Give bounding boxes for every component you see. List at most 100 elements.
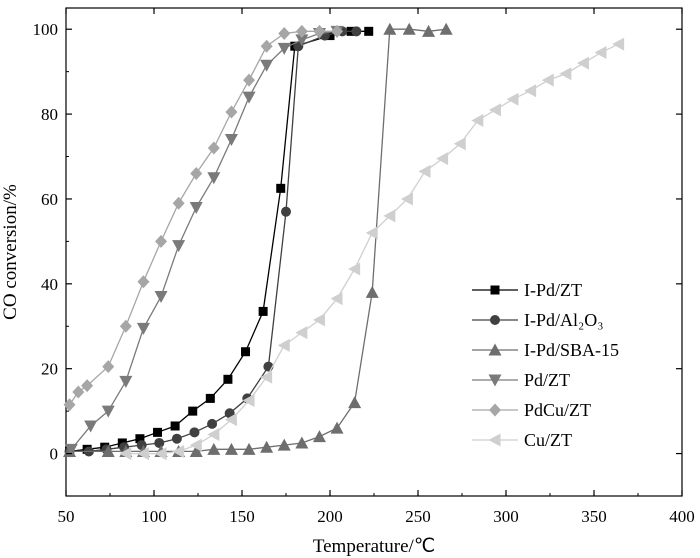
data-point: [63, 398, 76, 412]
plot-frame: [65, 7, 683, 497]
x-tick-label: 350: [581, 507, 607, 526]
data-point: [136, 447, 149, 461]
legend-marker: [488, 433, 501, 447]
data-point: [207, 427, 220, 441]
data-point: [136, 322, 150, 335]
legend-marker: [490, 285, 500, 295]
data-point: [171, 433, 182, 444]
x-tick-label: 150: [229, 507, 255, 526]
series-line: [125, 43, 619, 455]
data-point: [594, 46, 607, 60]
data-point: [101, 405, 115, 418]
data-point: [400, 192, 413, 206]
data-point: [348, 262, 361, 276]
legend-marker: [489, 403, 501, 417]
y-tick-label: 0: [50, 445, 59, 464]
series-line: [69, 30, 357, 453]
data-point: [224, 413, 237, 427]
series-2: [63, 22, 453, 457]
data-point: [506, 92, 519, 106]
data-point: [224, 442, 238, 455]
data-point: [260, 440, 274, 453]
data-point: [260, 59, 274, 72]
data-point: [541, 73, 554, 87]
data-point: [207, 442, 221, 455]
data-point: [154, 291, 168, 304]
data-point: [312, 430, 326, 443]
x-tick-label: 400: [669, 507, 695, 526]
data-point: [64, 443, 78, 456]
data-point: [576, 56, 589, 70]
data-point: [119, 375, 133, 388]
data-point: [325, 31, 335, 41]
series-0: [65, 26, 374, 456]
x-tick-label: 200: [317, 507, 343, 526]
y-tick-label: 100: [33, 20, 59, 39]
data-point: [260, 39, 273, 53]
legend: I-Pd/ZT I-Pd/Al₂O₃ I-Pd/SBA-15 Pd/ZT PdCu/ZT…: [472, 280, 619, 450]
data-point: [207, 141, 220, 155]
data-point: [312, 313, 325, 327]
y-tick-label: 60: [41, 190, 58, 209]
data-point: [471, 113, 484, 127]
data-point: [119, 319, 132, 333]
series-layer: [63, 22, 625, 461]
data-point: [559, 67, 572, 81]
data-point: [612, 37, 625, 51]
y-axis-title: CO conversion/%: [0, 184, 21, 320]
x-tick-label: 250: [405, 507, 431, 526]
data-point: [418, 164, 431, 178]
data-point: [295, 34, 309, 47]
legend-label: I-Pd/Al₂O₃: [524, 310, 604, 330]
legend-label: I-Pd/ZT: [524, 280, 582, 300]
data-point: [276, 183, 286, 193]
data-point: [330, 292, 343, 306]
data-point: [524, 84, 537, 98]
data-point: [188, 406, 198, 416]
data-point: [365, 285, 379, 298]
data-point: [488, 103, 501, 117]
legend-marker: [488, 374, 502, 387]
data-point: [351, 26, 362, 37]
data-point: [81, 379, 94, 393]
data-point: [453, 137, 466, 151]
data-point: [439, 22, 453, 35]
data-point: [101, 444, 115, 457]
data-point: [313, 24, 326, 38]
data-point: [154, 447, 167, 461]
x-tick-label: 300: [493, 507, 519, 526]
legend-marker: [488, 343, 502, 356]
legend-label: I-Pd/SBA-15: [524, 340, 619, 360]
data-point: [277, 438, 291, 451]
data-point: [277, 338, 290, 352]
data-point: [119, 447, 132, 461]
data-point: [172, 240, 186, 253]
data-point: [242, 394, 255, 408]
data-point: [436, 152, 449, 166]
data-point: [258, 306, 268, 316]
data-point: [172, 444, 185, 458]
data-point: [365, 226, 378, 240]
series-5: [119, 37, 625, 461]
data-point: [72, 385, 85, 399]
data-point: [137, 275, 150, 289]
series-4: [63, 24, 344, 412]
data-point: [241, 347, 251, 357]
data-point: [281, 206, 291, 217]
data-point: [84, 420, 98, 433]
data-point: [205, 393, 215, 403]
data-point: [295, 436, 309, 449]
x-axis-title: Temperature/℃: [313, 536, 435, 557]
data-point: [153, 427, 163, 437]
series-3: [64, 25, 344, 456]
data-point: [172, 196, 185, 210]
data-point: [330, 421, 344, 434]
data-point: [189, 427, 200, 438]
data-point: [422, 24, 436, 37]
data-point: [260, 370, 273, 384]
y-tick-label: 20: [41, 360, 58, 379]
data-point: [295, 326, 308, 340]
data-point: [383, 209, 396, 223]
